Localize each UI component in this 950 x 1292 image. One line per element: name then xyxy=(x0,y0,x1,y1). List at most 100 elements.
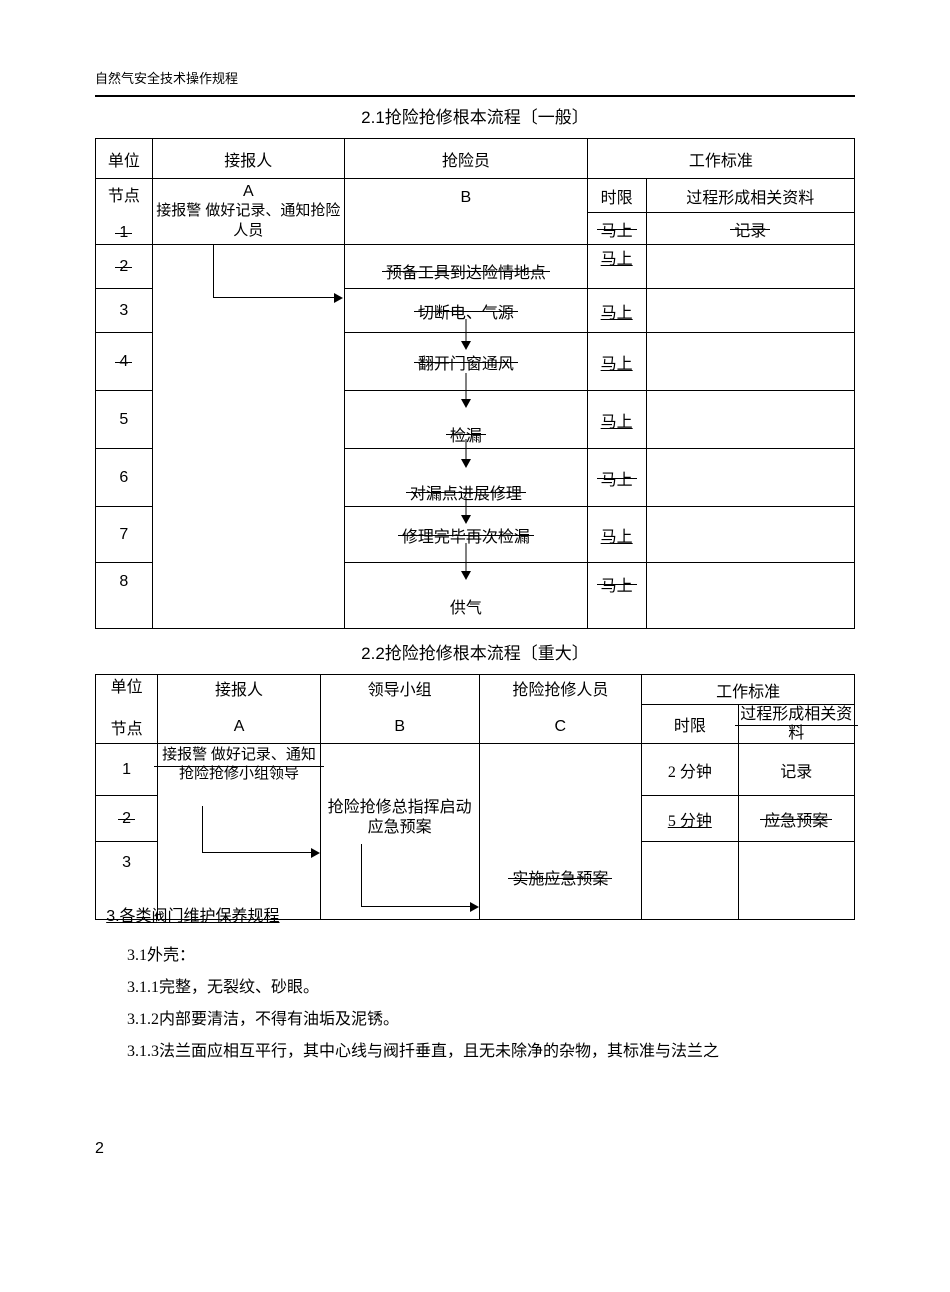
t1-b-2: 预备工具到达险情地点 xyxy=(344,245,587,289)
t1-head-person: 接报人 xyxy=(152,139,344,179)
t2-time-2: 5 分钟 xyxy=(642,796,738,842)
t2-col-c: C xyxy=(555,718,567,735)
t2-time-1: 2 分钟 xyxy=(642,744,738,796)
section-2-1-title: 2.1抢险抢修根本流程〔一般〕 xyxy=(95,103,855,128)
t1-row-8-label: 8 xyxy=(119,573,128,590)
t2-time-2-t: 5 分钟 xyxy=(668,813,712,830)
page-header: 自然气安全技术操作规程 xyxy=(95,68,855,97)
t1-time-8-txt: 马上 xyxy=(601,572,633,596)
t2-head-unit: 单位 节点 xyxy=(96,675,158,744)
t2-a-cell: 接报警 做好记录、通知抢险抢修小组领导 xyxy=(158,744,321,920)
section-2-2-title: 2.2抢险抢修根本流程〔重大〕 xyxy=(95,639,855,664)
t1-time-5-txt: 马上 xyxy=(601,414,633,431)
t1-b-6: 对漏点进展修理 xyxy=(344,449,587,507)
t1-row-6-label: 6 xyxy=(119,469,128,486)
t1-time-2: 马上 xyxy=(587,245,646,289)
p-3-1-1: 3.1.1完整，无裂纹、砂眼。 xyxy=(95,972,855,1004)
t2-head-person-t: 接报人 xyxy=(215,682,263,699)
t1-doc-7 xyxy=(646,507,855,563)
t1-b-8-txt: 供气 xyxy=(450,600,482,617)
t2-doc-2: 应急预案 xyxy=(738,796,854,842)
t1-time-7: 马上 xyxy=(587,507,646,563)
t2-std-doc-h: 过程形成相关资料 xyxy=(738,705,854,744)
t2-node-label: 节点 xyxy=(111,721,143,738)
t1-time-1-txt: 马上 xyxy=(601,217,633,241)
t1-row-7-n: 7 xyxy=(96,507,153,563)
t2-head-unit-t: 单位 xyxy=(111,679,143,696)
page-number: 2 xyxy=(95,1140,104,1158)
t2-b-cell: 抢险抢修总指挥启动应急预案 xyxy=(320,744,479,920)
t2-row-2-label: 2 xyxy=(122,810,131,828)
t1-time-5: 马上 xyxy=(587,391,646,449)
t1-time-7-txt: 马上 xyxy=(601,529,633,546)
t1-row-3-label: 3 xyxy=(119,302,128,319)
t1-time-4-txt: 马上 xyxy=(601,356,633,373)
t1-doc-3 xyxy=(646,289,855,333)
t2-doc-2-t: 应急预案 xyxy=(764,807,828,831)
t1-doc-6 xyxy=(646,449,855,507)
t1-time-2-txt: 马上 xyxy=(601,251,633,268)
t2-std-time-h: 时限 xyxy=(642,705,738,744)
t1-row-4-label: 4 xyxy=(119,353,128,371)
t2-row-1-n: 1 xyxy=(96,744,158,796)
t2-c-text: 实施应急预案 xyxy=(512,865,608,889)
t1-a-flow xyxy=(152,245,344,629)
t2-head-crew: 抢险抢修人员 C xyxy=(479,675,642,744)
t1-row-1: 1 xyxy=(119,224,128,242)
t1-row-6-n: 6 xyxy=(96,449,153,507)
t1-doc-8 xyxy=(646,563,855,629)
t1-std-doc-h: 过程形成相关资料 xyxy=(646,179,855,213)
t1-doc-5 xyxy=(646,391,855,449)
t1-row-8-n: 8 xyxy=(96,563,153,629)
table-2-2: 单位 节点 接报人 A 领导小组 B 抢险抢修人员 C 工作标准 时限 过程形成… xyxy=(95,674,855,920)
t2-c-cell: 实施应急预案 xyxy=(479,744,642,920)
t1-row-2-n: 2 xyxy=(96,245,153,289)
t1-node-label-text: 节点 xyxy=(108,188,140,205)
t1-doc-1-txt: 记录 xyxy=(734,217,766,241)
t1-time-8: 马上 xyxy=(587,563,646,629)
t1-time-6-txt: 马上 xyxy=(601,466,633,490)
p-3-1-2: 3.1.2内部要清洁，不得有油垢及泥锈。 xyxy=(95,1004,855,1036)
t1-node-label: 节点 1 xyxy=(96,179,153,245)
t2-head-standard: 工作标准 xyxy=(642,675,855,705)
t1-time-3: 马上 xyxy=(587,289,646,333)
t1-doc-4 xyxy=(646,333,855,391)
t1-b-4: 翻开门窗通风 xyxy=(344,333,587,391)
t1-time-6: 马上 xyxy=(587,449,646,507)
t1-row-3-n: 3 xyxy=(96,289,153,333)
p-3-1-3: 3.1.3法兰面应相互平行，其中心线与阀扦垂直，且无未除净的杂物，其标准与法兰之 xyxy=(95,1036,855,1068)
t1-col-b-head: B xyxy=(344,179,587,245)
t2-row-3-label: 3 xyxy=(122,854,131,871)
t1-doc-2 xyxy=(646,245,855,289)
t1-b-3: 切断电、气源 xyxy=(344,289,587,333)
t1-col-b: B xyxy=(461,189,472,206)
t2-a-text: 接报警 做好记录、通知抢险抢修小组领导 xyxy=(158,746,320,784)
t1-std-time-h: 时限 xyxy=(587,179,646,213)
t1-row-5-n: 5 xyxy=(96,391,153,449)
t1-col-a: A xyxy=(243,183,254,200)
t1-head-rescuer: 抢险员 xyxy=(344,139,587,179)
t1-b-2-txt: 预备工具到达险情地点 xyxy=(386,259,546,283)
t2-doc-1-t: 记录 xyxy=(780,764,812,781)
section-3-title: 3.各类阀门维护保养规程 xyxy=(95,902,855,926)
t1-head-standard: 工作标准 xyxy=(587,139,854,179)
section-3-body: 3.1外壳： 3.1.1完整，无裂纹、砂眼。 3.1.2内部要清洁，不得有油垢及… xyxy=(95,940,855,1068)
t2-col-a: A xyxy=(234,718,245,735)
t1-time-1: 马上 xyxy=(587,213,646,245)
t2-head-leader: 领导小组 B xyxy=(320,675,479,744)
t2-doc-1: 记录 xyxy=(738,744,854,796)
t1-time-3-txt: 马上 xyxy=(601,305,633,322)
t1-row-7-label: 7 xyxy=(119,526,128,543)
t2-std-doc-t: 过程形成相关资料 xyxy=(739,705,854,743)
t2-head-person: 接报人 A xyxy=(158,675,321,744)
t2-row-1-label: 1 xyxy=(122,761,131,778)
t1-time-4: 马上 xyxy=(587,333,646,391)
t1-row-2-label: 2 xyxy=(119,258,128,276)
t1-b-7: 修理完毕再次检漏 xyxy=(344,507,587,563)
t1-doc-1: 记录 xyxy=(646,213,855,245)
p-3-1: 3.1外壳： xyxy=(95,940,855,972)
t1-col-a-cell: A 接报警 做好记录、通知抢险人员 xyxy=(152,179,344,245)
t2-b-text: 抢险抢修总指挥启动应急预案 xyxy=(321,798,479,838)
t1-head-unit: 单位 xyxy=(96,139,153,179)
t2-time-1-t: 2 分钟 xyxy=(668,764,712,781)
